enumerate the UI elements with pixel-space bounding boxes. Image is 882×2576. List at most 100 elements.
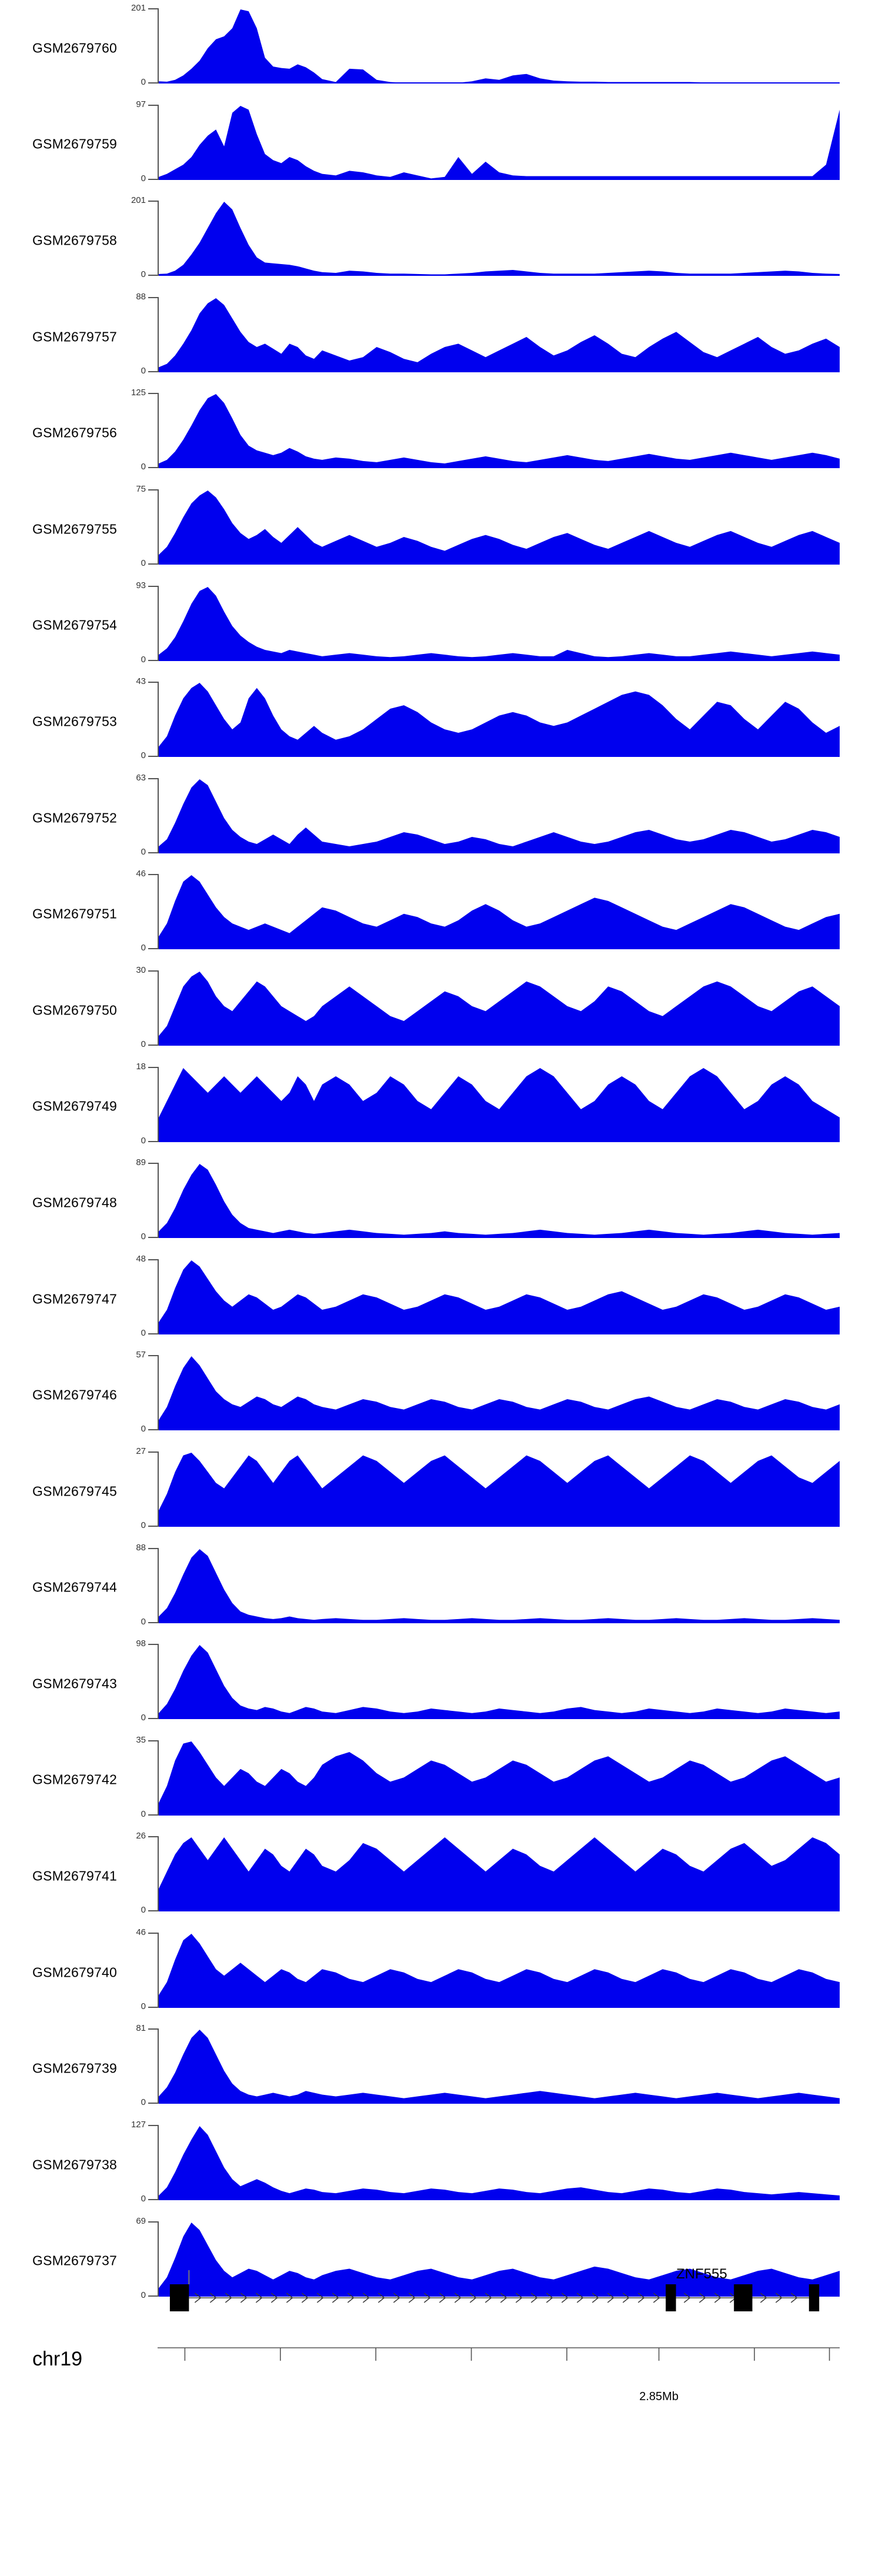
coverage-track[interactable]: GSM2679757 88 0 bbox=[0, 289, 882, 385]
track-sample-label: GSM2679745 bbox=[32, 1483, 117, 1499]
coverage-area-path bbox=[159, 105, 840, 180]
coverage-track[interactable]: GSM2679750 30 0 bbox=[0, 962, 882, 1059]
axis-max-value: 30 bbox=[136, 965, 146, 975]
track-y-axis bbox=[158, 682, 159, 758]
track-sample-label: GSM2679760 bbox=[32, 40, 117, 56]
track-y-axis bbox=[158, 874, 159, 950]
track-plot-area: 127 0 bbox=[131, 2120, 840, 2204]
track-plot-area: 46 0 bbox=[136, 1927, 840, 2011]
axis-tick bbox=[148, 1333, 158, 1334]
track-y-axis bbox=[158, 970, 159, 1046]
axis-tick bbox=[148, 1932, 158, 1934]
coverage-area-path bbox=[159, 875, 840, 950]
coverage-area-path bbox=[159, 1452, 840, 1527]
axis-tick bbox=[148, 1814, 158, 1816]
axis-max-value: 201 bbox=[131, 3, 146, 13]
axis-max-value: 97 bbox=[136, 99, 146, 109]
coverage-track[interactable]: GSM2679758 201 0 bbox=[0, 192, 882, 289]
coverage-track[interactable]: GSM2679748 89 0 bbox=[0, 1154, 882, 1251]
track-plot-area: 97 0 bbox=[136, 99, 840, 183]
track-sample-label: GSM2679747 bbox=[32, 1291, 117, 1307]
axis-tick bbox=[148, 1066, 158, 1068]
coverage-track[interactable]: GSM2679756 125 0 bbox=[0, 385, 882, 481]
coverage-track[interactable]: GSM2679751 46 0 bbox=[0, 866, 882, 962]
track-sample-label: GSM2679751 bbox=[32, 906, 117, 922]
coverage-track[interactable]: GSM2679746 57 0 bbox=[0, 1347, 882, 1443]
axis-min-value: 0 bbox=[141, 1616, 146, 1627]
axis-max-value: 18 bbox=[136, 1061, 146, 1072]
track-y-axis bbox=[158, 2221, 159, 2297]
track-baseline bbox=[159, 1044, 840, 1046]
coverage-track[interactable]: GSM2679754 93 0 bbox=[0, 578, 882, 674]
coverage-area-path bbox=[159, 2030, 840, 2104]
axis-max-value: 46 bbox=[136, 869, 146, 879]
axis-min-value: 0 bbox=[141, 750, 146, 761]
track-plot-area: 125 0 bbox=[131, 388, 840, 472]
coverage-track[interactable]: GSM2679737 69 0 bbox=[0, 2213, 882, 2310]
coverage-track[interactable]: GSM2679747 48 0 bbox=[0, 1251, 882, 1347]
axis-max-value: 26 bbox=[136, 1831, 146, 1841]
coverage-track[interactable]: GSM2679749 18 0 bbox=[0, 1059, 882, 1155]
coordinate-axis-track: chr19 2.85Mb bbox=[0, 2329, 882, 2417]
track-y-axis bbox=[158, 1836, 159, 1912]
track-y-axis bbox=[158, 1644, 159, 1720]
axis-max-value: 75 bbox=[136, 483, 146, 494]
coverage-track[interactable]: GSM2679755 75 0 bbox=[0, 481, 882, 578]
coverage-track[interactable]: GSM2679743 98 0 bbox=[0, 1636, 882, 1732]
axis-tick bbox=[148, 275, 158, 276]
coordinate-position-label: 2.85Mb bbox=[639, 2390, 679, 2403]
track-baseline bbox=[159, 659, 840, 661]
axis-min-value: 0 bbox=[141, 1327, 146, 1338]
track-y-axis bbox=[158, 393, 159, 469]
coverage-area-path bbox=[159, 1356, 840, 1431]
axis-tick bbox=[148, 852, 158, 853]
track-baseline bbox=[159, 2103, 840, 2104]
track-plot-area: 88 0 bbox=[136, 292, 840, 376]
axis-max-value: 98 bbox=[136, 1639, 146, 1649]
axis-max-value: 89 bbox=[136, 1157, 146, 1168]
axis-tick bbox=[148, 778, 158, 779]
coverage-track[interactable]: GSM2679741 26 0 bbox=[0, 1828, 882, 1924]
axis-tick bbox=[148, 874, 158, 876]
coverage-track[interactable]: GSM2679740 46 0 bbox=[0, 1924, 882, 2021]
coverage-track[interactable]: GSM2679739 81 0 bbox=[0, 2020, 882, 2117]
coverage-track[interactable]: GSM2679752 63 0 bbox=[0, 770, 882, 866]
axis-min-value: 0 bbox=[141, 2290, 146, 2300]
axis-min-value: 0 bbox=[141, 654, 146, 665]
axis-tick bbox=[148, 1451, 158, 1453]
track-y-axis bbox=[158, 2028, 159, 2104]
axis-tick bbox=[148, 2028, 158, 2030]
track-plot-area: 63 0 bbox=[136, 773, 840, 857]
axis-tick bbox=[148, 371, 158, 372]
axis-tick bbox=[148, 1044, 158, 1046]
coverage-area-path bbox=[159, 1164, 840, 1239]
coverage-track[interactable]: GSM2679744 88 0 bbox=[0, 1540, 882, 1636]
track-plot-area: 57 0 bbox=[136, 1350, 840, 1434]
coverage-track[interactable]: GSM2679760 201 0 bbox=[0, 0, 882, 96]
axis-max-value: 88 bbox=[136, 291, 146, 302]
coverage-track[interactable]: GSM2679745 27 0 bbox=[0, 1443, 882, 1540]
track-baseline bbox=[159, 1718, 840, 1720]
coverage-track[interactable]: GSM2679742 35 0 bbox=[0, 1732, 882, 1828]
track-sample-label: GSM2679743 bbox=[32, 1676, 117, 1691]
axis-tick bbox=[148, 178, 158, 180]
coverage-area-path bbox=[159, 683, 840, 758]
coverage-track[interactable]: GSM2679738 127 0 bbox=[0, 2117, 882, 2213]
track-y-axis bbox=[158, 778, 159, 853]
coverage-track[interactable]: GSM2679753 43 0 bbox=[0, 673, 882, 770]
coverage-track[interactable]: GSM2679759 97 0 bbox=[0, 96, 882, 193]
track-baseline bbox=[159, 1621, 840, 1623]
gene-annotation-track[interactable]: ZNF555 bbox=[0, 2255, 882, 2323]
axis-tick bbox=[148, 2295, 158, 2297]
track-y-axis bbox=[158, 1066, 159, 1142]
coverage-area-path bbox=[159, 1837, 840, 1912]
axis-max-value: 69 bbox=[136, 2215, 146, 2226]
track-plot-area: 35 0 bbox=[136, 1735, 840, 1819]
track-plot-area: 26 0 bbox=[136, 1831, 840, 1915]
track-y-axis bbox=[158, 2125, 159, 2201]
track-plot-area: 30 0 bbox=[136, 965, 840, 1049]
track-sample-label: GSM2679739 bbox=[32, 2060, 117, 2076]
axis-tick bbox=[148, 948, 158, 950]
gene-name-label: ZNF555 bbox=[676, 2266, 727, 2282]
